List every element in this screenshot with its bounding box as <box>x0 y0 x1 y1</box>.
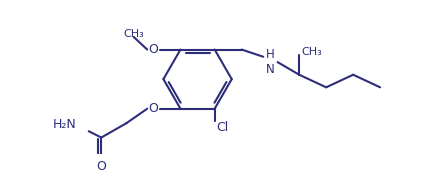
Text: H₂N: H₂N <box>52 119 76 131</box>
Text: O: O <box>149 102 158 115</box>
Text: O: O <box>149 43 158 56</box>
Text: CH₃: CH₃ <box>123 29 144 39</box>
Text: CH₃: CH₃ <box>301 47 322 57</box>
Text: O: O <box>97 160 106 171</box>
Text: Cl: Cl <box>217 121 229 134</box>
Text: H
N: H N <box>266 48 275 76</box>
